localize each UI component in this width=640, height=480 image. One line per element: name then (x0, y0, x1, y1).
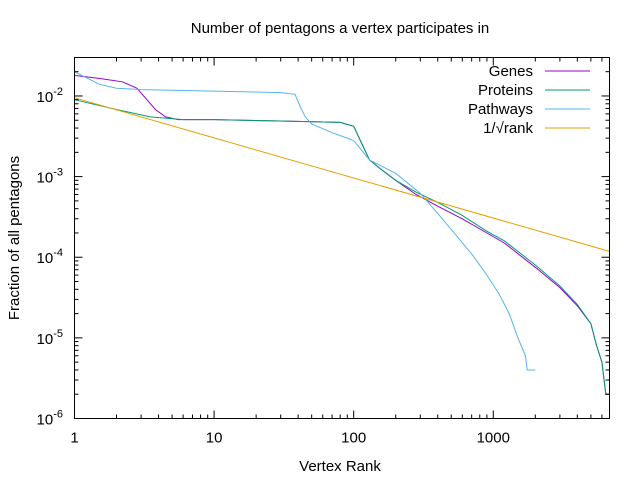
series-line (74, 99, 610, 395)
y-axis-label: Fraction of all pentagons (6, 156, 23, 320)
x-tick-label: 1 (70, 430, 78, 447)
plot-frame (74, 57, 610, 419)
y-tick-label: 10-3 (37, 167, 63, 187)
series-line (74, 97, 610, 252)
legend-label: 1/√rank (483, 120, 533, 137)
legend: Genes Proteins Pathways 1/√rank (468, 63, 590, 137)
x-axis-label: Vertex Rank (299, 458, 381, 475)
x-tick-label: 1000 (477, 430, 510, 447)
series-line (74, 71, 536, 371)
legend-label: Genes (489, 63, 533, 80)
y-tick-label: 10-6 (37, 409, 63, 429)
series-layer (74, 71, 610, 395)
legend-label: Pathways (468, 101, 533, 118)
x-tick-label: 100 (341, 430, 366, 447)
x-tick-label: 10 (206, 430, 223, 447)
y-tick-label: 10-2 (37, 86, 63, 106)
tick-layer: 1 10 100 1000 10-6 10-5 10-4 10-3 10-2 (37, 57, 610, 447)
legend-label: Proteins (478, 82, 533, 99)
y-tick-label: 10-5 (37, 328, 63, 348)
chart-title: Number of pentagons a vertex participate… (191, 20, 490, 37)
y-tick-label: 10-4 (37, 247, 63, 267)
